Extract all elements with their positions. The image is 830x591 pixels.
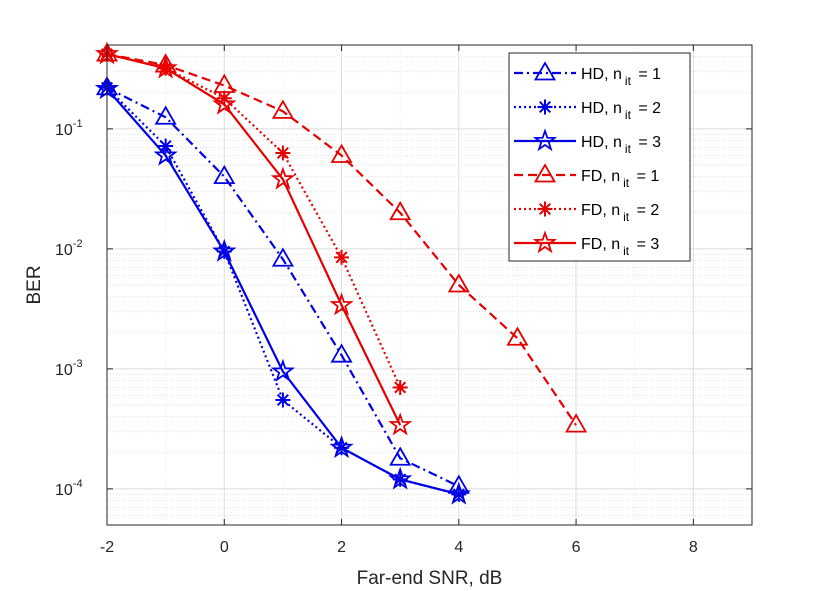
series-line <box>106 88 460 496</box>
x-tick-label: 2 <box>337 539 346 556</box>
series-line <box>106 86 460 488</box>
plot-frame <box>106 44 753 526</box>
data-point-marker <box>275 392 291 408</box>
data-point-marker <box>334 249 350 265</box>
data-point-marker <box>212 238 237 262</box>
data-point-marker <box>446 481 471 505</box>
legend-entry: FD, n it = 2 <box>514 201 659 224</box>
legend-label: FD, n it = 3 <box>581 236 659 258</box>
data-point-marker <box>153 55 178 79</box>
legend-marker-sample <box>533 163 557 183</box>
legend-entry: FD, n it = 1 <box>514 163 659 190</box>
y-tick-label: 10-1 <box>55 118 83 139</box>
legend-entry: FD, n it = 3 <box>514 230 659 258</box>
x-tick-label: 4 <box>454 539 463 556</box>
data-point-marker <box>389 200 412 221</box>
data-point-marker <box>153 142 178 166</box>
series-layer <box>94 41 588 505</box>
y-axis-label: BER <box>24 265 45 304</box>
x-tick-label: 8 <box>689 539 698 556</box>
x-tick-label: 0 <box>220 539 229 556</box>
legend-label: HD, n it = 3 <box>581 134 661 156</box>
series-3 <box>94 76 471 505</box>
y-tick-label: 10-3 <box>55 358 83 379</box>
legend: HD, n it = 1 HD, n it = 2 HD, n it = 3 FD, n it… <box>508 52 691 262</box>
legend-label: HD, n it = 1 <box>581 66 661 88</box>
data-point-marker <box>330 143 353 163</box>
data-point-marker <box>392 379 408 395</box>
data-point-marker <box>329 435 354 459</box>
data-point-marker <box>216 90 232 106</box>
legend-box <box>508 52 691 262</box>
x-tick-label: 6 <box>572 539 581 556</box>
data-point-marker <box>388 466 413 490</box>
data-point-marker <box>270 166 296 190</box>
legend-entry: HD, n it = 3 <box>514 128 661 156</box>
data-point-marker <box>154 105 177 125</box>
data-point-marker <box>213 164 236 185</box>
data-point-marker <box>389 446 412 466</box>
legend-label: FD, n it = 1 <box>581 168 659 190</box>
y-tick-label: 10-2 <box>55 238 83 259</box>
data-point-marker <box>565 413 588 433</box>
legend-entry: HD, n it = 1 <box>514 61 661 88</box>
legend-marker-sample <box>532 230 558 254</box>
axis-ticks: -2 0 2 4 6 8 10-4 10-3 10-2 10-1 <box>55 45 752 556</box>
y-tick-label: 10-4 <box>55 478 83 499</box>
legend-marker-sample <box>537 99 553 115</box>
data-point-marker <box>271 247 294 267</box>
data-point-marker <box>270 358 296 382</box>
data-point-marker <box>275 145 291 161</box>
data-point-marker <box>388 412 413 436</box>
data-point-marker <box>506 326 529 346</box>
legend-marker-sample <box>533 61 557 81</box>
legend-label: FD, n it = 2 <box>581 202 659 224</box>
x-tick-label: -2 <box>100 539 114 556</box>
legend-entry: HD, n it = 2 <box>514 99 661 122</box>
data-point-marker <box>271 99 294 119</box>
data-point-marker <box>447 273 470 293</box>
legend-label: HD, n it = 2 <box>581 100 661 122</box>
legend-marker-sample <box>537 201 553 217</box>
data-point-marker <box>329 292 354 316</box>
data-point-marker <box>330 343 353 363</box>
x-axis-label: Far-end SNR, dB <box>357 568 503 589</box>
data-point-marker <box>212 91 237 115</box>
series-line <box>106 53 578 426</box>
legend-marker-sample <box>532 128 558 152</box>
